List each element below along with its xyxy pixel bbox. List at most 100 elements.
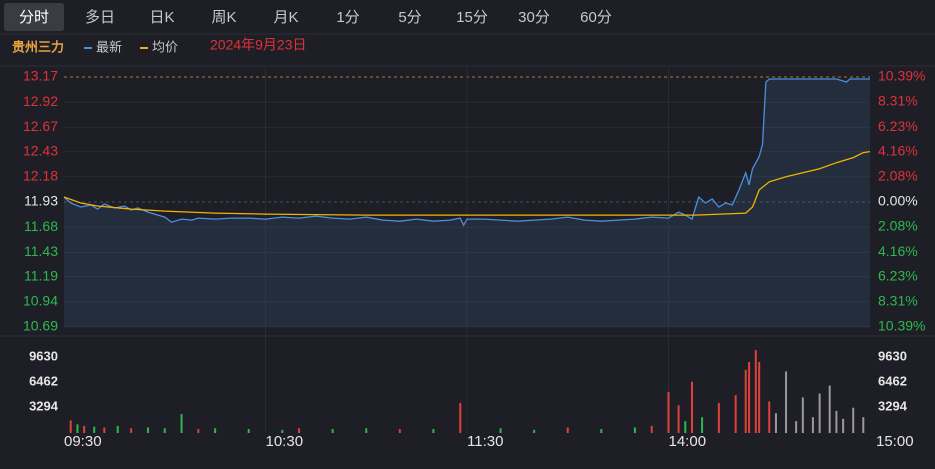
volume-bar [566, 427, 569, 433]
volume-bar [197, 429, 200, 433]
x-tick-label: 09:30 [64, 433, 102, 450]
y-tick-label: 11.68 [24, 218, 58, 234]
volume-bar [180, 414, 183, 433]
y-tick-label: 10.94 [23, 293, 58, 309]
tab[interactable]: 多日 [85, 9, 115, 26]
volume-bar [717, 403, 720, 433]
volume-bar [795, 421, 798, 433]
volume-bar [116, 425, 119, 433]
volume-bar [811, 417, 814, 433]
volume-bar [76, 424, 79, 433]
tab[interactable]: 分时 [19, 9, 49, 26]
volume-bar [298, 428, 301, 433]
y2-tick-label: 6.23% [878, 118, 918, 134]
volume-bar [677, 405, 680, 433]
y-tick-label: 12.67 [23, 118, 58, 134]
volume-bar [774, 413, 777, 433]
y2-tick-label: 8.31% [878, 293, 918, 309]
volume-bar [650, 425, 653, 433]
y-tick-label: 10.69 [23, 318, 58, 334]
volume-bar [600, 429, 603, 433]
volume-bar [748, 361, 751, 433]
y-tick-label: 12.92 [23, 93, 58, 109]
tab[interactable]: 30分 [518, 9, 550, 26]
volume-bar [93, 426, 96, 433]
legend-label: 均价 [152, 39, 178, 54]
y-tick-label: 11.93 [24, 193, 58, 209]
volume-bar [163, 428, 166, 433]
volume-bar [633, 427, 636, 433]
y2-tick-label: 4.16% [878, 143, 918, 159]
tab[interactable]: 60分 [580, 9, 612, 26]
volume-bar [828, 385, 831, 433]
volume-tick-label: 3294 [878, 398, 908, 413]
volume-bar [499, 428, 502, 433]
volume-bar [667, 391, 670, 433]
price-line [63, 150, 871, 216]
volume-tick-label: 6462 [29, 373, 58, 388]
volume-bar [818, 393, 821, 433]
volume-bar [365, 428, 368, 433]
tab[interactable]: 周K [211, 9, 236, 26]
y2-tick-label: 10.39% [878, 68, 925, 84]
tab[interactable]: 月K [273, 9, 298, 26]
volume-bar [533, 429, 536, 433]
volume-bar [281, 429, 284, 433]
x-tick-label: 10:30 [266, 433, 304, 450]
volume-bar [852, 407, 855, 433]
y2-tick-label: 0.00% [878, 193, 918, 209]
legend-label: 最新 [96, 39, 122, 54]
volume-tick-label: 3294 [29, 398, 59, 413]
volume-bar [69, 420, 72, 433]
volume-bar [83, 425, 86, 433]
volume-bar [785, 371, 788, 433]
y2-tick-label: 10.39% [878, 318, 925, 334]
tab[interactable]: 15分 [456, 9, 488, 26]
tab[interactable]: 1分 [336, 9, 359, 26]
volume-bar [754, 350, 757, 433]
volume-tick-label: 9630 [878, 348, 907, 363]
y2-tick-label: 2.08% [878, 218, 918, 234]
y-tick-label: 12.18 [23, 168, 58, 184]
volume-bar [331, 429, 334, 433]
volume-bar [691, 381, 694, 433]
tab[interactable]: 5分 [398, 9, 421, 26]
y2-tick-label: 4.16% [878, 243, 918, 259]
y-tick-label: 11.43 [24, 243, 58, 259]
stock-name: 贵州三力 [12, 39, 64, 54]
volume-bar [758, 361, 761, 433]
x-tick-label: 15:00 [876, 433, 914, 450]
volume-bar [701, 417, 704, 433]
price-line [63, 78, 870, 227]
x-tick-label: 14:00 [669, 433, 707, 450]
volume-bar [130, 428, 133, 433]
price-area [64, 79, 870, 327]
y-tick-label: 13.17 [23, 68, 58, 84]
volume-bar [247, 429, 250, 433]
volume-bar [398, 429, 401, 433]
y2-tick-label: 6.23% [878, 268, 918, 284]
date: 2024年9月23日 [210, 37, 307, 53]
volume-bar [214, 428, 217, 433]
volume-bar [146, 427, 149, 433]
volume-bar [801, 397, 804, 433]
volume-tick-label: 9630 [29, 348, 58, 363]
tab[interactable]: 日K [149, 9, 174, 26]
y2-tick-label: 2.08% [878, 168, 918, 184]
volume-bar [862, 417, 865, 433]
volume-bar [734, 395, 737, 433]
volume-bar [768, 401, 771, 433]
volume-bar [744, 369, 747, 433]
volume-bar [835, 410, 838, 433]
volume-bar [103, 427, 106, 433]
volume-tick-label: 6462 [878, 373, 907, 388]
volume-bar [432, 429, 435, 433]
y2-tick-label: 8.31% [878, 93, 918, 109]
x-tick-label: 11:30 [467, 433, 503, 450]
y-tick-label: 12.43 [23, 142, 58, 158]
volume-bar [459, 403, 462, 433]
volume-bar [684, 421, 687, 433]
volume-bar [842, 418, 845, 433]
tab-active-bg [4, 3, 64, 31]
